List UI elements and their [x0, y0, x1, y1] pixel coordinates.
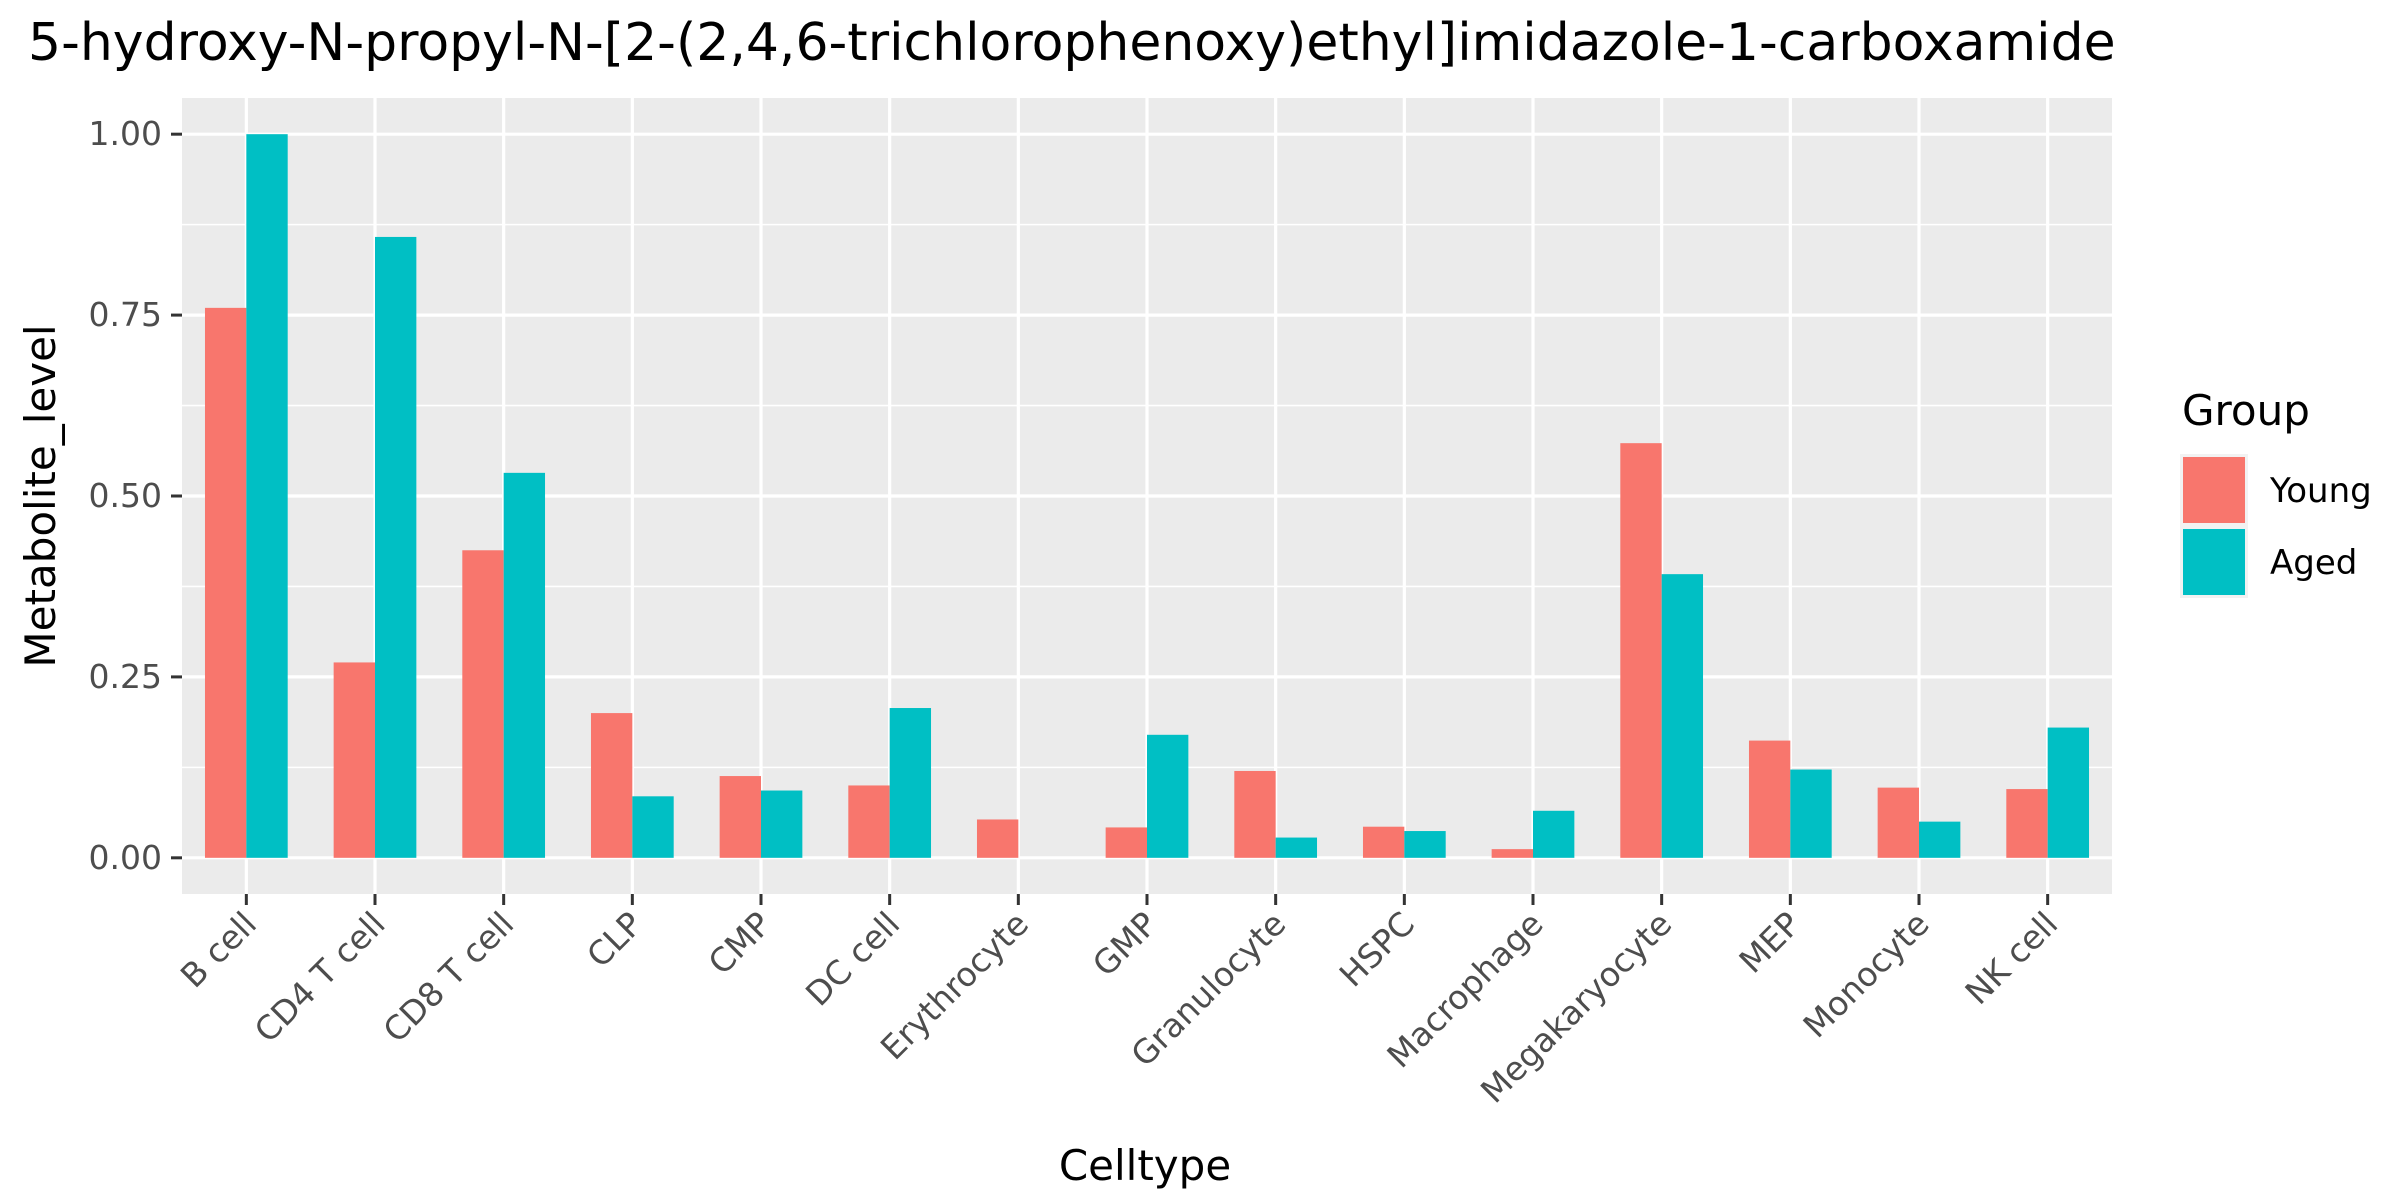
- y-axis-title: Metabolite_level: [16, 324, 65, 667]
- bar-aged-nk-cell: [2047, 727, 2090, 858]
- bar-aged-mep: [1790, 769, 1832, 858]
- y-tick-label: 0.75: [89, 295, 162, 334]
- bar-aged-clp: [632, 796, 674, 858]
- y-tick-label: 0.50: [89, 476, 162, 515]
- bar-young-megakaryocyte: [1620, 443, 1662, 858]
- x-tick-label: CD8 T cell: [375, 904, 521, 1050]
- bar-young-hspc: [1362, 826, 1405, 858]
- bar-young-dc-cell: [848, 785, 890, 858]
- y-tick-label: 0.00: [89, 838, 162, 877]
- bar-aged-gmp: [1147, 734, 1189, 858]
- bar-aged-hspc: [1404, 831, 1446, 858]
- bar-young-erythrocyte: [976, 819, 1019, 858]
- bar-aged-megakaryocyte: [1661, 574, 1704, 858]
- x-tick-label: DC cell: [798, 904, 907, 1013]
- bar-young-nk-cell: [2006, 789, 2048, 858]
- bar-aged-monocyte: [1919, 821, 1961, 858]
- x-tick-label: Monocyte: [1795, 904, 1936, 1045]
- x-tick-label: CD4 T cell: [247, 904, 393, 1050]
- bar-aged-b-cell: [246, 134, 288, 858]
- x-tick-label: NK cell: [1957, 904, 2065, 1012]
- y-tick-label: 0.25: [89, 657, 162, 696]
- bar-young-cd8-t-cell: [462, 550, 504, 858]
- bar-aged-macrophage: [1533, 810, 1575, 858]
- bar-aged-cmp: [761, 790, 803, 858]
- bar-young-cmp: [719, 776, 761, 858]
- bar-aged-cd4-t-cell: [375, 236, 417, 858]
- bar-aged-cd8-t-cell: [503, 472, 546, 858]
- bar-young-cd4-t-cell: [333, 662, 375, 858]
- bar-young-mep: [1748, 740, 1791, 858]
- legend-key-young: [2183, 457, 2245, 523]
- bar-young-macrophage: [1491, 849, 1533, 858]
- y-axis: 0.00 0.25 0.50 0.75 1.00: [89, 114, 182, 877]
- bar-aged-dc-cell: [889, 708, 932, 858]
- chart-title: 5-hydroxy-N-propyl-N-[2-(2,4,6-trichloro…: [28, 13, 2116, 73]
- legend-label-aged: Aged: [2270, 543, 2357, 583]
- bar-young-monocyte: [1877, 787, 1919, 858]
- x-tick-label: MEP: [1731, 904, 1808, 981]
- legend-key-aged: [2183, 529, 2245, 595]
- x-axis-title: Celltype: [1059, 1141, 1231, 1190]
- bar-young-b-cell: [204, 307, 247, 858]
- bar-young-gmp: [1105, 827, 1147, 858]
- legend-title: Group: [2182, 386, 2310, 435]
- bar-young-granulocyte: [1234, 770, 1276, 858]
- x-tick-label: B cell: [173, 904, 264, 995]
- y-tick-label: 1.00: [89, 114, 162, 153]
- legend: Group Young Aged: [2180, 386, 2372, 598]
- bars: [204, 134, 2090, 858]
- x-tick-label: HSPC: [1332, 904, 1422, 994]
- bar-aged-granulocyte: [1275, 837, 1318, 858]
- x-tick-label: CMP: [701, 904, 779, 982]
- x-tick-label: CLP: [579, 904, 650, 975]
- legend-label-young: Young: [2269, 471, 2372, 511]
- x-tick-label: GMP: [1085, 904, 1165, 984]
- bar-young-clp: [590, 713, 633, 858]
